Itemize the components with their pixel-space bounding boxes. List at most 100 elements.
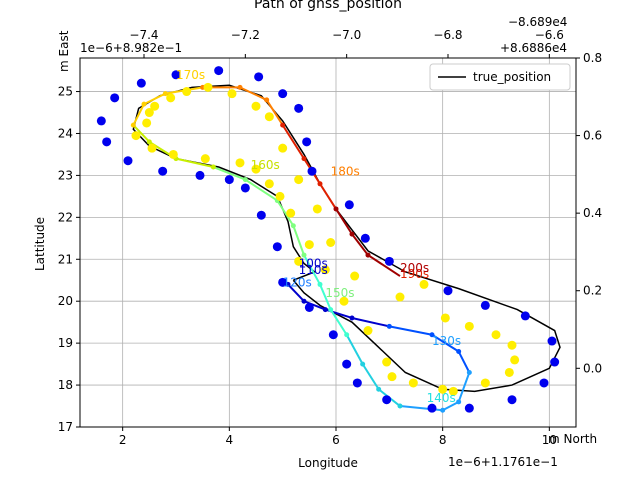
colored-path-point <box>386 323 392 329</box>
colored-path-segment <box>276 200 295 227</box>
blue-point <box>256 210 266 220</box>
yellow-point <box>440 313 450 323</box>
right-tick-label: 0.0 <box>583 361 602 375</box>
x-tick-label: 8 <box>439 433 447 447</box>
y-axis-label: Lattitude <box>33 217 47 271</box>
colored-path-point <box>349 315 355 321</box>
yellow-point <box>264 112 274 122</box>
colored-path-segment <box>132 124 151 143</box>
colored-path-point <box>365 252 371 258</box>
colored-path-point <box>376 386 382 392</box>
colored-path-point <box>344 332 350 338</box>
yellow-point <box>350 271 360 281</box>
true-position-line <box>132 84 561 393</box>
x-offset-label: 1e−6+1.1761e−1 <box>448 455 558 469</box>
right-tick-label: 0.4 <box>583 206 602 220</box>
colored-path-point <box>237 84 243 90</box>
yellow-point <box>142 118 152 128</box>
time-label: 170s <box>176 68 205 82</box>
yellow-point <box>294 256 304 266</box>
colored-path-point <box>333 206 339 212</box>
colored-path-segment <box>367 254 401 277</box>
yellow-point <box>150 101 160 111</box>
x-tick-label: 10 <box>542 433 557 447</box>
colored-path-segment <box>265 99 284 126</box>
colored-path-segment <box>351 233 369 256</box>
yellow-point <box>312 204 322 214</box>
top-offset-label2: −8.689e4 <box>508 15 567 29</box>
yellow-point <box>504 367 514 377</box>
blue-point <box>294 103 304 113</box>
yellow-point <box>275 191 285 201</box>
colored-path-segment <box>287 283 305 302</box>
blue-point <box>360 233 370 243</box>
blue-point <box>464 403 474 413</box>
top-tick-label: −6.8 <box>433 28 462 42</box>
colored-path-point <box>349 231 355 237</box>
blue-point <box>307 166 317 176</box>
x-tick-label: 4 <box>226 433 234 447</box>
blue-point <box>352 378 362 388</box>
colored-path-point <box>130 122 136 128</box>
time-label: 160s <box>251 158 280 172</box>
y-right-label: m North <box>548 432 597 446</box>
legend-box <box>429 63 571 91</box>
colored-path-segment <box>281 124 305 160</box>
time-label: 180s <box>331 164 360 178</box>
colored-path-point <box>146 139 152 145</box>
colored-path-point <box>466 369 472 375</box>
colored-path-segment <box>431 333 460 353</box>
yellow-point <box>264 179 274 189</box>
colored-path-segment <box>132 103 145 126</box>
blue-point <box>384 256 394 266</box>
time-label: 100s <box>299 257 328 271</box>
colored-path-point <box>290 223 296 229</box>
yellow-point <box>286 208 296 218</box>
yellow-point <box>203 82 213 92</box>
colored-path-segment <box>303 300 326 311</box>
blue-point <box>427 403 437 413</box>
y-tick-label: 20 <box>58 294 73 308</box>
colored-path-segment <box>244 178 278 202</box>
yellow-point <box>227 89 237 99</box>
time-label: 110s <box>299 263 328 277</box>
blue-point <box>278 277 288 287</box>
yellow-point <box>438 384 448 394</box>
time-label: 150s <box>325 286 354 300</box>
colored-path-segment <box>351 317 390 328</box>
time-label: 120s <box>283 276 312 290</box>
y-tick-label: 17 <box>58 420 73 434</box>
yellow-point <box>507 340 517 350</box>
yellow-point <box>251 101 261 111</box>
colored-path-segment <box>239 86 268 101</box>
blue-point <box>302 137 312 147</box>
top-tick-label: −6.6 <box>535 28 564 42</box>
right-tick-label: 0.8 <box>583 51 602 65</box>
colored-path-point <box>456 349 462 355</box>
top-tick-label: −7.4 <box>129 28 158 42</box>
yellow-point <box>448 386 458 396</box>
blue-point <box>96 116 106 126</box>
blue-point <box>382 395 392 405</box>
time-label: 130s <box>432 334 461 348</box>
blue-point <box>123 156 133 166</box>
y-tick-label: 23 <box>58 168 73 182</box>
colored-path-segment <box>389 325 433 336</box>
blue-point <box>195 170 205 180</box>
top-tick-label: −7.0 <box>332 28 361 42</box>
blue-point <box>102 137 112 147</box>
yellow-point <box>131 131 141 141</box>
colored-path-point <box>301 156 307 162</box>
blue-point <box>224 175 234 185</box>
colored-path-point <box>141 101 147 107</box>
yellow-point <box>326 238 336 247</box>
colored-path-segment <box>329 309 348 336</box>
right-tick-label: 0.2 <box>583 284 602 298</box>
blue-point <box>539 378 549 388</box>
blue-point <box>507 395 517 405</box>
yellow-point <box>408 378 418 388</box>
yellow-point <box>363 326 373 336</box>
blue-point <box>214 66 224 76</box>
blue-point <box>344 200 354 210</box>
